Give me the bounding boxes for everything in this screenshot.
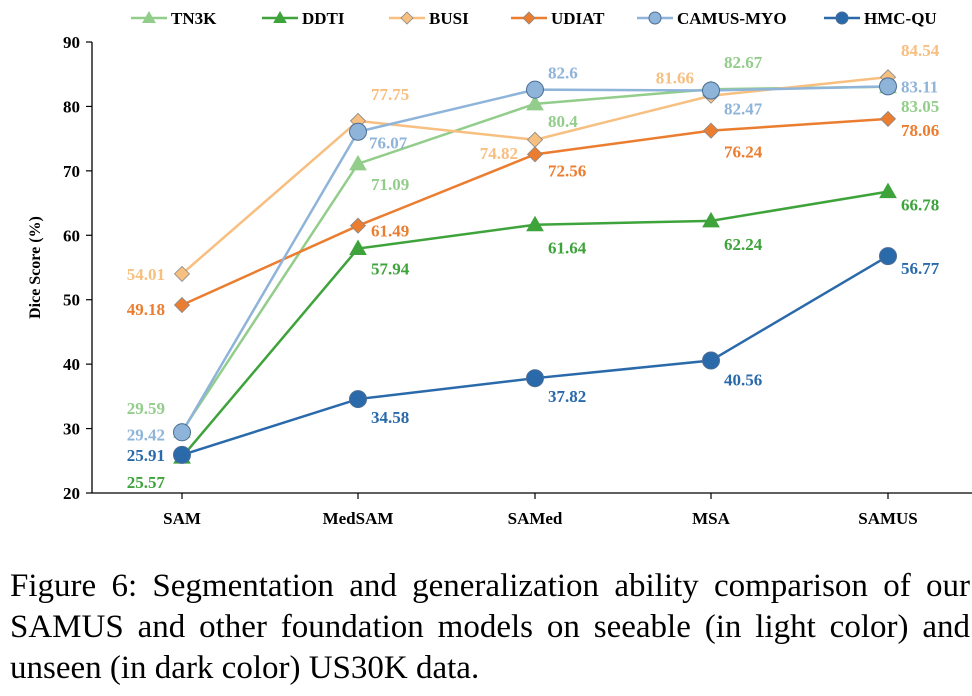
y-tick-label: 70 (63, 162, 80, 181)
data-point (702, 122, 720, 139)
data-point (173, 445, 191, 464)
data-point (173, 423, 191, 442)
data-label: 80.4 (548, 112, 578, 131)
legend-label: BUSI (429, 9, 469, 28)
data-label: 82.47 (724, 100, 763, 119)
data-label: 82.6 (548, 64, 578, 83)
data-label: 83.11 (901, 77, 938, 96)
series-line (181, 255, 889, 457)
data-point (349, 217, 367, 234)
legend-label: UDIAT (551, 9, 605, 28)
legend-marker (273, 10, 287, 23)
x-tick-label: MedSAM (323, 509, 394, 528)
data-label: 57.94 (371, 260, 410, 279)
data-label: 49.18 (127, 300, 165, 319)
legend-marker (142, 10, 156, 23)
data-label: 25.91 (127, 446, 165, 465)
data-label: 82.67 (724, 53, 763, 72)
data-point (526, 94, 544, 111)
x-tick-label: MSA (692, 509, 731, 528)
y-tick-label: 60 (63, 226, 80, 245)
data-label: 76.24 (724, 143, 763, 162)
data-label: 84.54 (901, 41, 940, 60)
series-markers (173, 69, 897, 464)
data-point (526, 131, 544, 148)
data-label: 29.42 (127, 425, 165, 444)
y-tick-label: 80 (63, 97, 80, 116)
data-point (526, 215, 544, 232)
data-point (702, 351, 720, 370)
data-label: 76.07 (369, 134, 408, 153)
legend-marker (648, 11, 662, 25)
data-point (526, 80, 544, 99)
legend-marker (522, 11, 536, 25)
data-label: 25.57 (127, 473, 166, 492)
data-point (879, 77, 897, 96)
data-labels: 29.59 71.09 80.4 82.67 83.05 25.57 57.94 61.64 6… (127, 41, 940, 492)
data-point (349, 122, 367, 141)
data-label: 61.49 (371, 222, 409, 241)
y-tick-label: 20 (63, 484, 80, 503)
data-label: 56.77 (901, 259, 940, 278)
data-label: 61.64 (548, 239, 587, 258)
line-chart: TN3K DDTI BUSI UDIAT CAMUS-MYO HMC-QU 20 30 40 5… (27, 9, 972, 528)
data-label: 74.82 (480, 144, 518, 163)
data-label: 34.58 (371, 408, 409, 427)
data-point (526, 146, 544, 163)
y-tick-label: 40 (63, 355, 80, 374)
data-label: 66.78 (901, 196, 939, 215)
chart-axes: 20 30 40 50 60 70 80 90 SAM MedSAM SAMed MSA SAMUS Di… (27, 33, 972, 528)
data-label: 37.82 (548, 387, 586, 406)
data-label: 78.06 (901, 121, 939, 140)
figure-caption: Figure 6: Segmentation and generalizatio… (10, 568, 970, 686)
data-label: 83.05 (901, 97, 939, 116)
series-line (181, 190, 889, 458)
data-point (879, 247, 897, 266)
legend-label: TN3K (171, 9, 217, 28)
data-label: 81.66 (656, 69, 694, 88)
data-point (349, 390, 367, 409)
legend-marker (400, 11, 414, 25)
legend-label: DDTI (302, 9, 345, 28)
chart-legend: TN3K DDTI BUSI UDIAT CAMUS-MYO HMC-QU (131, 9, 937, 28)
data-point (173, 296, 191, 314)
x-tick-label: SAMed (508, 509, 563, 528)
data-label: 62.24 (724, 235, 763, 254)
data-label: 29.59 (127, 399, 165, 418)
legend-marker (835, 11, 849, 25)
y-tick-label: 30 (63, 420, 80, 439)
data-label: 40.56 (724, 371, 762, 390)
data-point (349, 154, 367, 171)
y-axis-title: Dice Score (%) (27, 216, 44, 319)
legend-label: CAMUS-MYO (677, 9, 787, 28)
legend-label: HMC-QU (864, 9, 937, 28)
data-point (349, 239, 367, 256)
data-label: 71.09 (371, 175, 409, 194)
y-tick-label: 90 (63, 33, 80, 52)
data-label: 72.56 (548, 161, 586, 180)
data-point (879, 182, 897, 199)
data-label: 54.01 (127, 265, 165, 284)
x-tick-label: SAM (163, 509, 201, 528)
y-tick-label: 50 (63, 291, 80, 310)
data-point (526, 369, 544, 388)
data-point (173, 265, 191, 282)
data-point (702, 81, 720, 100)
x-tick-label: SAMUS (858, 509, 918, 528)
data-point (702, 211, 720, 228)
data-label: 77.75 (371, 85, 409, 104)
data-point (879, 110, 897, 127)
